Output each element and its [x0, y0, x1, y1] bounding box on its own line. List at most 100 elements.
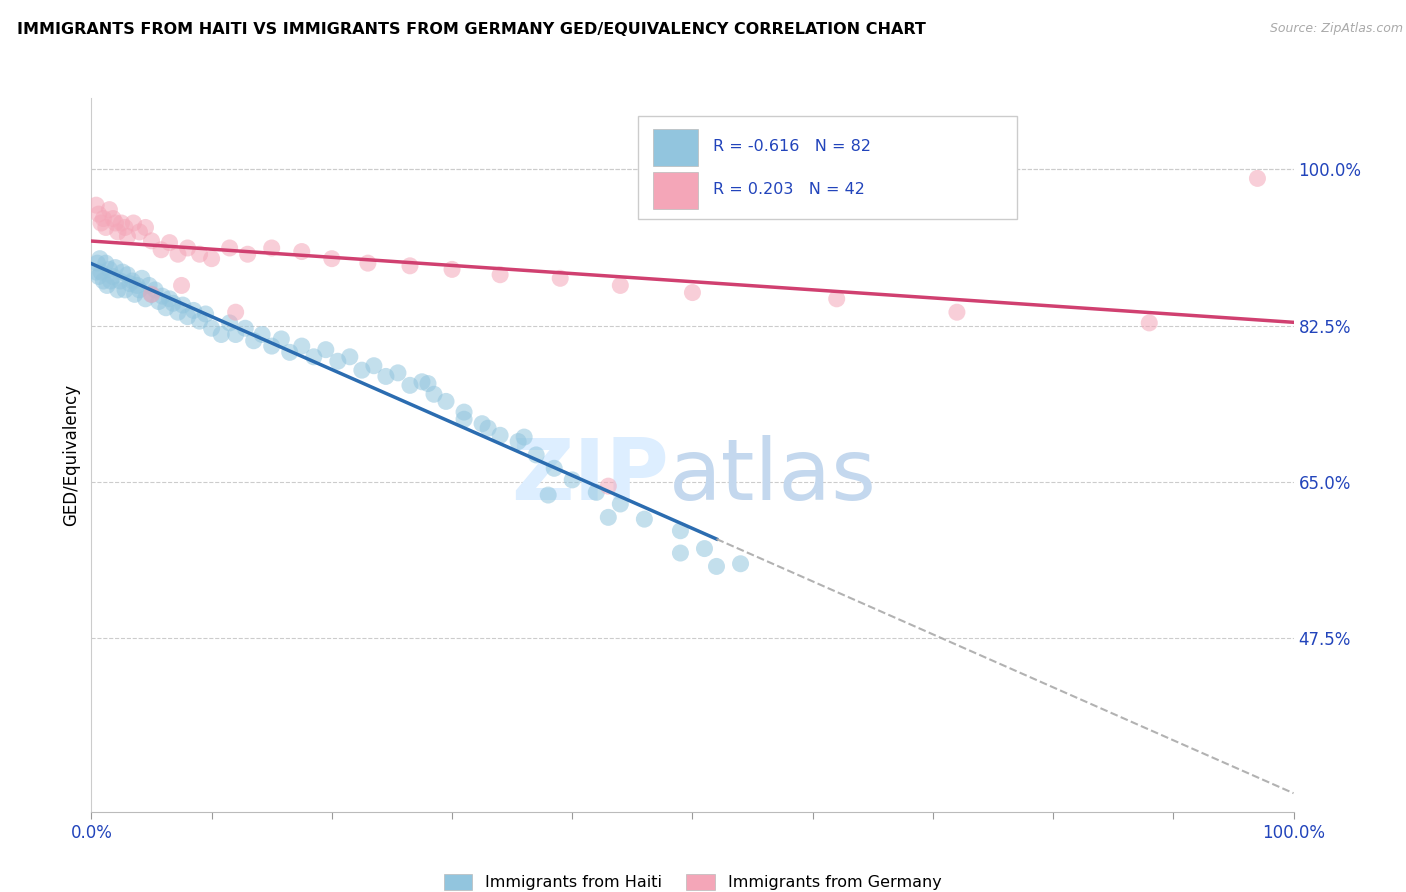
Bar [652, 128, 699, 166]
Point [118, 277, 141, 291]
Point [201, 321, 224, 335]
Point [363, 359, 385, 373]
Point [374, 369, 396, 384]
Point [242, 334, 264, 348]
Point [609, 278, 631, 293]
Point [128, 283, 150, 297]
Bar [652, 171, 699, 209]
Point [218, 241, 240, 255]
Point [548, 271, 571, 285]
Point [291, 244, 314, 259]
Point [233, 321, 256, 335]
Point [101, 211, 124, 226]
Point [98, 202, 121, 217]
Point [471, 417, 494, 431]
Point [87, 269, 110, 284]
Point [93, 274, 115, 288]
Point [681, 285, 703, 300]
Text: IMMIGRANTS FROM HAITI VS IMMIGRANTS FROM GERMANY GED/EQUIVALENCY CORRELATION CHA: IMMIGRANTS FROM HAITI VS IMMIGRANTS FROM… [17, 22, 925, 37]
Point [489, 428, 512, 442]
Point [326, 354, 349, 368]
Text: Source: ZipAtlas.com: Source: ZipAtlas.com [1270, 22, 1403, 36]
Point [87, 207, 110, 221]
Text: ZIP: ZIP [510, 434, 668, 518]
Point [159, 235, 181, 250]
Point [172, 298, 194, 312]
Point [93, 211, 115, 226]
Point [278, 345, 301, 359]
Point [321, 252, 343, 266]
Point [236, 247, 259, 261]
Point [176, 310, 198, 324]
Point [128, 225, 150, 239]
Point [609, 497, 631, 511]
Point [141, 234, 163, 248]
Point [94, 256, 117, 270]
Point [477, 421, 499, 435]
Point [167, 247, 190, 261]
Text: R = -0.616   N = 82: R = -0.616 N = 82 [713, 139, 870, 154]
Point [946, 305, 969, 319]
Text: R = 0.203   N = 42: R = 0.203 N = 42 [713, 182, 865, 197]
Point [110, 216, 132, 230]
Point [598, 479, 620, 493]
Point [440, 262, 463, 277]
Point [225, 305, 247, 319]
Point [1246, 171, 1268, 186]
Point [825, 292, 848, 306]
Point [134, 220, 156, 235]
Point [416, 376, 439, 391]
Point [387, 366, 409, 380]
Point [669, 546, 692, 560]
Point [138, 278, 160, 293]
Point [209, 327, 232, 342]
Point [98, 262, 121, 277]
Point [89, 252, 111, 266]
Point [453, 405, 475, 419]
Point [124, 287, 146, 301]
Point [125, 278, 148, 293]
Point [524, 448, 547, 462]
Point [1137, 316, 1160, 330]
Point [201, 252, 224, 266]
Point [84, 265, 107, 279]
Point [508, 434, 530, 449]
Point [489, 268, 512, 282]
Point [513, 430, 536, 444]
Point [399, 378, 422, 392]
Point [357, 256, 380, 270]
Point [176, 241, 198, 255]
Point [167, 305, 190, 319]
Point [114, 220, 136, 235]
Point [148, 294, 170, 309]
Point [302, 350, 325, 364]
Point [423, 387, 446, 401]
Point [585, 485, 607, 500]
Point [104, 216, 127, 230]
Point [141, 287, 163, 301]
Point [107, 283, 129, 297]
Point [94, 220, 117, 235]
Point [225, 327, 247, 342]
Point [188, 314, 211, 328]
Point [84, 198, 107, 212]
Point [291, 339, 314, 353]
Point [122, 216, 145, 230]
Point [399, 259, 422, 273]
Point [633, 512, 655, 526]
Point [537, 488, 560, 502]
Point [730, 557, 752, 571]
Point [141, 287, 163, 301]
Point [434, 394, 457, 409]
Point [121, 274, 143, 288]
Point [315, 343, 337, 357]
Point [250, 327, 273, 342]
Point [183, 303, 205, 318]
Point [150, 289, 173, 303]
Point [104, 260, 127, 275]
Point [350, 363, 373, 377]
Point [188, 247, 211, 261]
Text: atlas: atlas [668, 434, 876, 518]
Point [131, 271, 153, 285]
Point [194, 307, 217, 321]
